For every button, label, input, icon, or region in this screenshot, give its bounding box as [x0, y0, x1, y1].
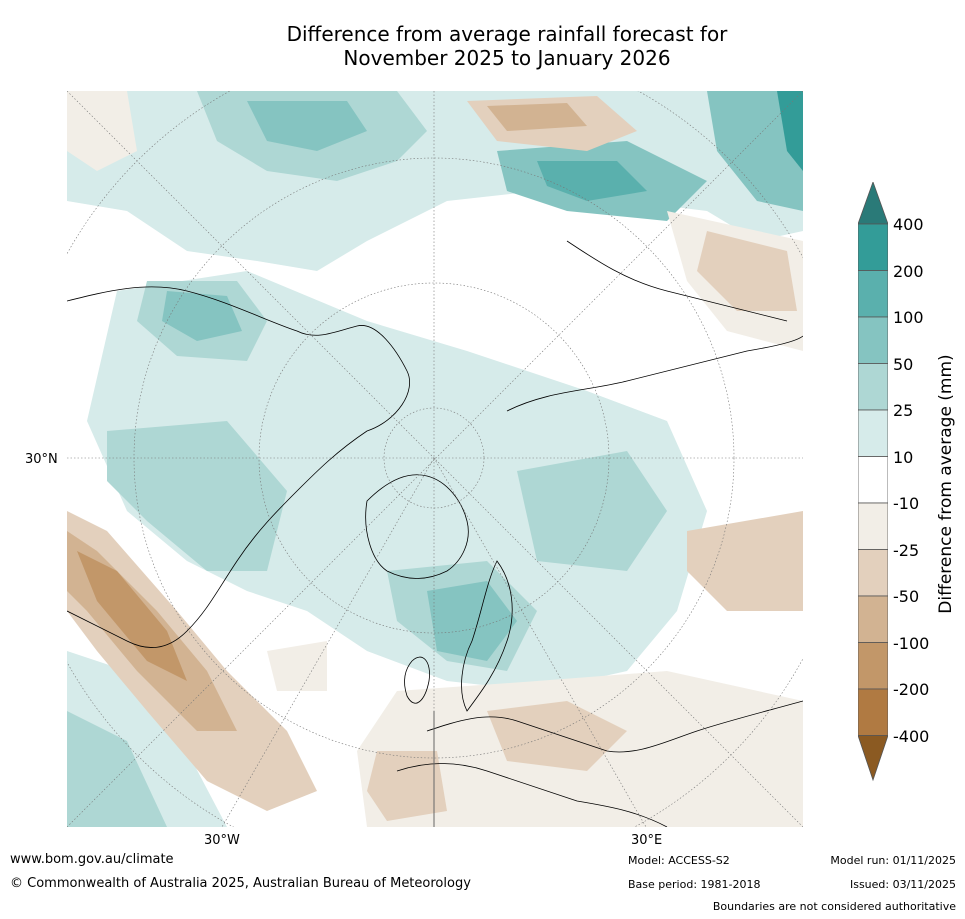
- footer-disclaimer: Boundaries are not considered authoritat…: [712, 900, 956, 913]
- wet-region-arctic-basin: [87, 271, 707, 691]
- map-svg: [67, 91, 803, 827]
- coastline-greenland: [365, 474, 469, 579]
- colorbar-swatch-neutral: [858, 456, 888, 504]
- colorbar-label-10: 10: [893, 448, 914, 467]
- dry-region-atlantic-north-core: [487, 103, 587, 131]
- colorbar-label-200: 200: [893, 262, 924, 281]
- colorbar-label-minus-25: -25: [893, 541, 920, 560]
- colorbar-swatch-100-200: [858, 270, 888, 318]
- colorbar-swatch-minus-50-100: [858, 595, 888, 643]
- colorbar-under-arrow: [858, 735, 888, 782]
- colorbar-over-arrow: [858, 182, 888, 225]
- colorbar-swatch-50-100: [858, 316, 888, 364]
- colorbar-swatch-minus-25-50: [858, 549, 888, 597]
- footer-model-run: Model run: 01/11/2025: [830, 854, 956, 867]
- wet-region-atlantic-core: [537, 161, 647, 201]
- dry-region-mediterranean: [487, 701, 627, 771]
- dry-region-east: [687, 511, 803, 611]
- colorbar-label-minus-200: -200: [893, 680, 930, 699]
- title-line-2: November 2025 to January 2026: [343, 46, 671, 70]
- footer-issued: Issued: 03/11/2025: [849, 878, 956, 891]
- wet-region-top-right: [707, 91, 803, 211]
- dry-region-north-pacific-left: [67, 91, 137, 171]
- footer-base-period: Base period: 1981-2018: [628, 878, 761, 891]
- graticule-lon-30w: [221, 457, 435, 827]
- coastline-north-america: [67, 286, 410, 648]
- tick-lat-30n: 30°N: [25, 452, 58, 467]
- colorbar-swatch-minus-200-400: [858, 688, 888, 736]
- dry-region-iberia: [367, 751, 447, 821]
- tick-lon-30w: 30°W: [204, 833, 240, 848]
- graticule-lon-30e: [433, 457, 647, 827]
- coastline-asia-north: [506, 335, 803, 412]
- rainfall-anomaly-fields: [67, 91, 803, 827]
- coastline-europe: [426, 700, 803, 753]
- tick-lon-30e: 30°E: [631, 833, 663, 848]
- coastline-russia-east: [566, 240, 788, 322]
- colorbar-label-minus-400: -400: [893, 727, 930, 746]
- graticule-lat-60: [258, 282, 610, 634]
- wet-region-scandinavia: [427, 581, 517, 661]
- footer-website: www.bom.gov.au/climate: [10, 852, 174, 867]
- wet-region-top-right-core: [777, 91, 803, 171]
- colorbar-swatch-minus-10-25: [858, 502, 888, 550]
- footer-model: Model: ACCESS-S2: [628, 854, 730, 867]
- wet-region-canada: [107, 421, 287, 571]
- footer-copyright: © Commonwealth of Australia 2025, Austra…: [10, 876, 471, 891]
- colorbar-swatch-10-25: [858, 409, 888, 457]
- colorbar-swatch-200-400: [858, 223, 888, 271]
- colorbar-title: Difference from average (mm): [936, 354, 956, 614]
- coastline-scandinavia: [461, 560, 513, 712]
- chart-title: Difference from average rainfall forecas…: [0, 22, 965, 70]
- colorbar-swatch-25-50: [858, 363, 888, 411]
- colorbar-label-100: 100: [893, 308, 924, 327]
- colorbar-label-25: 25: [893, 401, 914, 420]
- coastline-mediterranean: [396, 763, 668, 827]
- colorbar-label-minus-50: -50: [893, 587, 920, 606]
- dry-region-russia-core: [697, 231, 797, 311]
- wet-region-siberia: [517, 451, 667, 571]
- title-line-1: Difference from average rainfall forecas…: [286, 22, 728, 46]
- colorbar-label-50: 50: [893, 355, 914, 374]
- coastlines: [67, 240, 803, 827]
- graticule: [67, 91, 803, 827]
- colorbar: [858, 182, 888, 782]
- colorbar-label-minus-10: -10: [893, 494, 920, 513]
- colorbar-label-minus-100: -100: [893, 634, 930, 653]
- coastline-uk: [404, 656, 430, 704]
- colorbar-swatch-minus-100-200: [858, 642, 888, 690]
- wet-region-alaska-core: [162, 291, 242, 341]
- dry-region-atlantic-mid: [267, 641, 327, 691]
- wet-region-bottom-left-core: [67, 711, 167, 827]
- dry-region-pacific-nw-deep: [77, 551, 187, 681]
- colorbar-label-400: 400: [893, 215, 924, 234]
- wet-region-aleutian-upper: [247, 101, 367, 151]
- map-panel: [67, 91, 803, 827]
